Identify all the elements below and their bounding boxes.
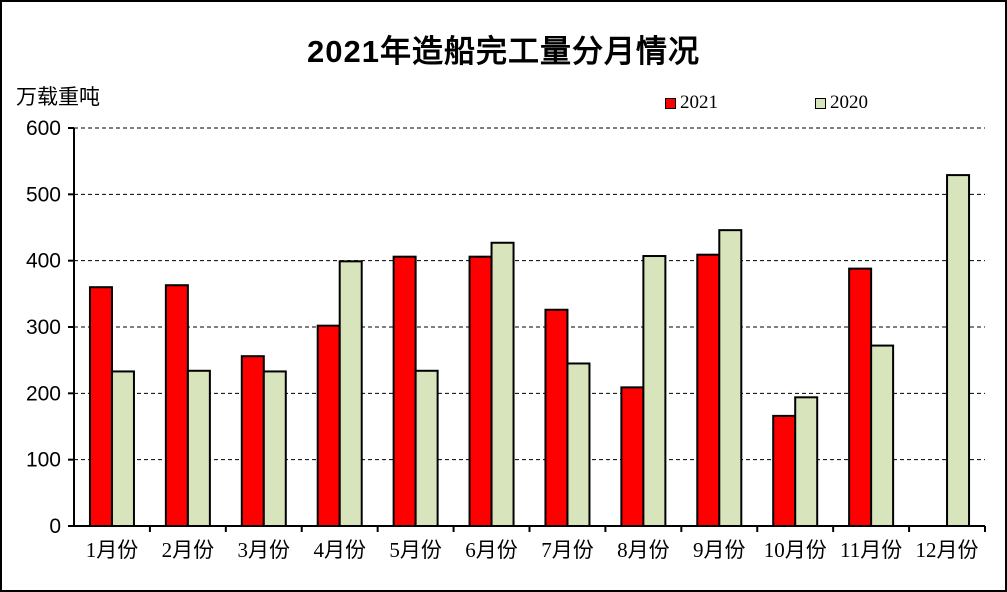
bar-2021-2月份 — [164, 284, 189, 527]
bar-2020-8月份 — [642, 255, 667, 527]
bar-2020-1月份 — [110, 370, 135, 527]
bar-2021-11月份 — [848, 267, 873, 527]
bar-2020-9月份 — [718, 229, 743, 528]
y-tick-label-500: 500 — [26, 183, 61, 206]
bar-2021-8月份 — [620, 386, 645, 528]
bar-2021-7月份 — [544, 308, 569, 527]
y-tick-label-600: 600 — [26, 117, 61, 140]
bar-2020-2月份 — [186, 369, 211, 527]
legend-swatch-2020 — [815, 97, 826, 109]
bar-2020-11月份 — [870, 344, 895, 527]
y-tick-label-100: 100 — [26, 449, 61, 472]
bar-2020-10月份 — [794, 396, 819, 527]
bar-2020-12月份 — [946, 174, 971, 527]
bar-2021-9月份 — [696, 253, 721, 528]
bar-2021-10月份 — [772, 414, 797, 527]
x-category-label-3月份: 3月份 — [238, 538, 291, 562]
legend-item-2021: 2021 — [665, 92, 718, 114]
y-tick-label-200: 200 — [26, 382, 61, 405]
y-tick-label-300: 300 — [26, 316, 61, 339]
x-category-label-11月份: 11月份 — [840, 538, 902, 562]
bar-2020-7月份 — [566, 362, 591, 527]
x-category-label-8月份: 8月份 — [617, 538, 670, 562]
x-category-label-5月份: 5月份 — [389, 538, 442, 562]
legend-label-2020: 2020 — [830, 92, 868, 113]
bar-2021-3月份 — [240, 355, 265, 528]
x-category-label-1月份: 1月份 — [86, 538, 139, 562]
bar-2021-6月份 — [468, 255, 493, 527]
bar-2020-3月份 — [262, 370, 287, 527]
chart-title: 2021年造船完工量分月情况 — [307, 34, 700, 69]
x-category-label-7月份: 7月份 — [541, 538, 594, 562]
bar-2020-6月份 — [490, 241, 515, 528]
x-category-label-9月份: 9月份 — [693, 538, 746, 562]
y-tick-label-400: 400 — [26, 250, 61, 273]
legend-label-2021: 2021 — [680, 92, 718, 113]
bar-2021-1月份 — [88, 286, 113, 528]
legend-swatch-2021 — [665, 97, 676, 109]
y-tick-label-0: 0 — [49, 515, 61, 538]
x-category-label-4月份: 4月份 — [313, 538, 366, 562]
bar-2021-4月份 — [316, 324, 341, 527]
bar-2020-5月份 — [414, 369, 439, 527]
x-category-label-2月份: 2月份 — [162, 538, 215, 562]
x-category-label-6月份: 6月份 — [465, 538, 518, 562]
y-axis-unit-label: 万载重吨 — [16, 86, 100, 109]
x-category-label-10月份: 10月份 — [764, 538, 827, 562]
x-category-label-12月份: 12月份 — [916, 538, 979, 562]
bar-2021-5月份 — [392, 255, 417, 527]
bar-2020-4月份 — [338, 260, 363, 527]
legend-item-2020: 2020 — [815, 92, 868, 114]
